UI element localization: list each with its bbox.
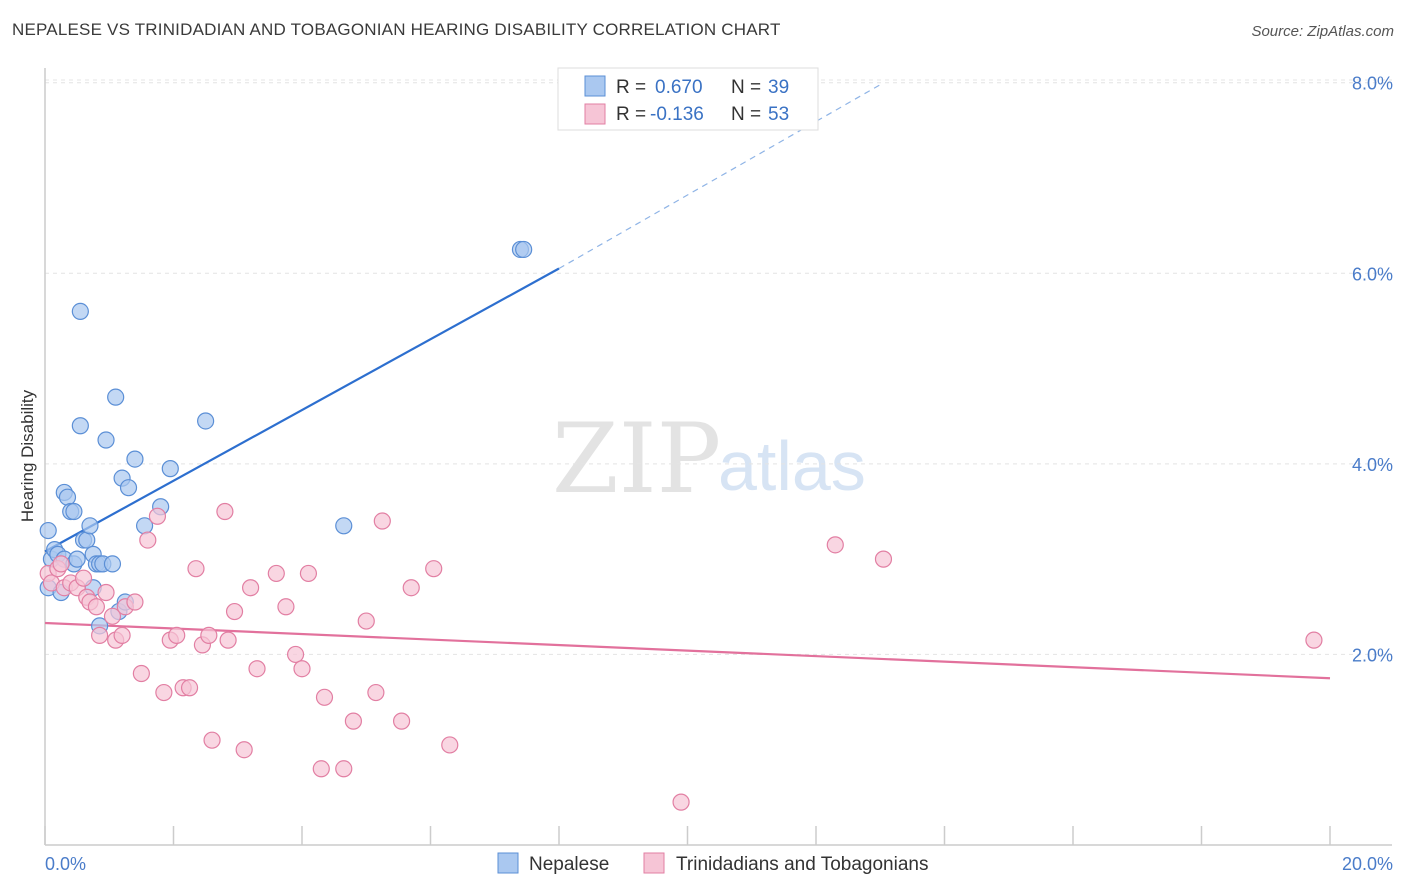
trend-lines	[44, 84, 1331, 680]
y-axis-label: Hearing Disability	[18, 389, 37, 522]
nepalese-point	[126, 450, 144, 468]
trinidadian-point	[87, 598, 106, 616]
trinidadian-point	[299, 564, 318, 583]
legend-n-value-1: 39	[768, 77, 789, 98]
nepalese-point	[161, 460, 179, 478]
legend-r-value-2: -0.136	[650, 104, 704, 125]
trinidadian-point	[357, 612, 375, 630]
bottom-legend-swatch-trinidadian	[643, 852, 665, 874]
nepalese-point	[68, 550, 86, 568]
trinidadian-point	[315, 688, 334, 706]
y-tick-label: 6.0%	[1352, 264, 1393, 284]
trinidadian-point	[235, 741, 253, 759]
trinidadian-point	[874, 550, 893, 568]
nepalese-point	[97, 431, 115, 449]
data-points	[39, 240, 1323, 811]
legend-r-label-1: R =	[616, 77, 646, 98]
trinidadian-point	[277, 598, 295, 616]
nepalese-point	[103, 555, 122, 573]
trinidadian-point	[216, 502, 234, 521]
nepalese-point	[71, 417, 89, 435]
trinidadian-point	[103, 607, 122, 625]
trinidadian-point	[293, 660, 311, 678]
trinidadian-point	[672, 793, 690, 811]
trinidadian-point	[367, 683, 385, 702]
trinidadian-point	[312, 760, 330, 778]
trinidadian-point	[91, 626, 109, 644]
nepalese-point	[78, 531, 96, 549]
trinidadian-point	[52, 555, 70, 573]
trinidadian-point	[180, 679, 199, 697]
nepalese-point	[39, 521, 57, 540]
y-tick-label: 4.0%	[1352, 455, 1393, 475]
chart-title: NEPALESE VS TRINIDADIAN AND TOBAGONIAN H…	[12, 20, 781, 39]
nepalese-point	[65, 502, 83, 521]
legend-n-label-2: N =	[731, 104, 761, 125]
trinidadian-point	[168, 626, 186, 644]
legend-swatch-nepalese	[584, 75, 606, 97]
correlation-legend: R = 0.670 N = 39 R = -0.136 N = 53	[557, 67, 819, 131]
trinidadian-point	[441, 736, 459, 754]
trinidadian-point	[225, 602, 244, 621]
nepalese-point	[81, 517, 99, 535]
trinidadian-trend-line	[44, 621, 1331, 680]
trinidadian-point	[139, 531, 157, 549]
trinidadian-point	[148, 507, 167, 525]
nepalese-trend-line	[44, 267, 560, 553]
tick-labels: 2.0% 4.0% 6.0% 8.0% 0.0% 20.0%	[45, 74, 1393, 874]
legend-r-label-2: R =	[616, 104, 646, 125]
nepalese-point	[107, 388, 125, 406]
nepalese-point	[58, 488, 77, 506]
x-tick-label: 0.0%	[45, 854, 86, 874]
nepalese-point	[119, 479, 138, 497]
legend-n-value-2: 53	[768, 104, 789, 125]
nepalese-trend-extension	[558, 84, 881, 270]
x-tick-label: 20.0%	[1342, 854, 1393, 874]
bottom-legend-label-trinidadian: Trinidadians and Tobagonians	[676, 854, 928, 875]
legend-r-value-1: 0.670	[655, 77, 703, 98]
nepalese-point	[335, 517, 353, 535]
trinidadian-point	[826, 536, 844, 554]
grid-lines	[45, 79, 1392, 655]
legend-n-label-1: N =	[731, 77, 761, 98]
nepalese-point	[71, 302, 89, 320]
trinidadian-point	[155, 683, 173, 702]
trinidadian-point	[126, 593, 144, 611]
trinidadian-point	[132, 664, 150, 683]
trinidadian-point	[267, 564, 285, 583]
series-legend: Nepalese Trinidadians and Tobagonians	[497, 852, 928, 875]
y-tick-label: 8.0%	[1352, 74, 1393, 94]
nepalese-point	[515, 240, 533, 259]
watermark-zip: ZIP	[552, 403, 721, 515]
trinidadian-point	[335, 760, 353, 778]
trinidadian-point	[219, 631, 237, 649]
watermark-atlas: atlas	[718, 427, 866, 505]
bottom-legend-swatch-nepalese	[497, 852, 519, 874]
trinidadian-point	[242, 579, 260, 597]
legend-swatch-trinidadian	[584, 103, 606, 125]
trinidadian-point	[248, 660, 266, 678]
bottom-legend-label-nepalese: Nepalese	[529, 854, 609, 875]
trinidadian-point	[1305, 631, 1323, 649]
trinidadian-point	[113, 626, 131, 644]
trinidadian-point	[187, 560, 205, 578]
trinidadian-point	[373, 512, 391, 530]
trinidadian-point	[203, 731, 221, 749]
y-tick-label: 2.0%	[1352, 645, 1393, 665]
trinidadian-point	[402, 579, 420, 597]
trinidadian-point	[97, 583, 115, 602]
axes	[44, 68, 1392, 846]
trinidadian-point	[74, 569, 93, 587]
trinidadian-point	[425, 560, 443, 578]
trinidadian-point	[392, 712, 411, 730]
trinidadian-point	[286, 645, 305, 664]
nepalese-point	[197, 412, 215, 430]
trinidadian-point	[344, 712, 362, 730]
trinidadian-point	[200, 626, 218, 644]
source-label: Source: ZipAtlas.com	[1251, 23, 1394, 40]
